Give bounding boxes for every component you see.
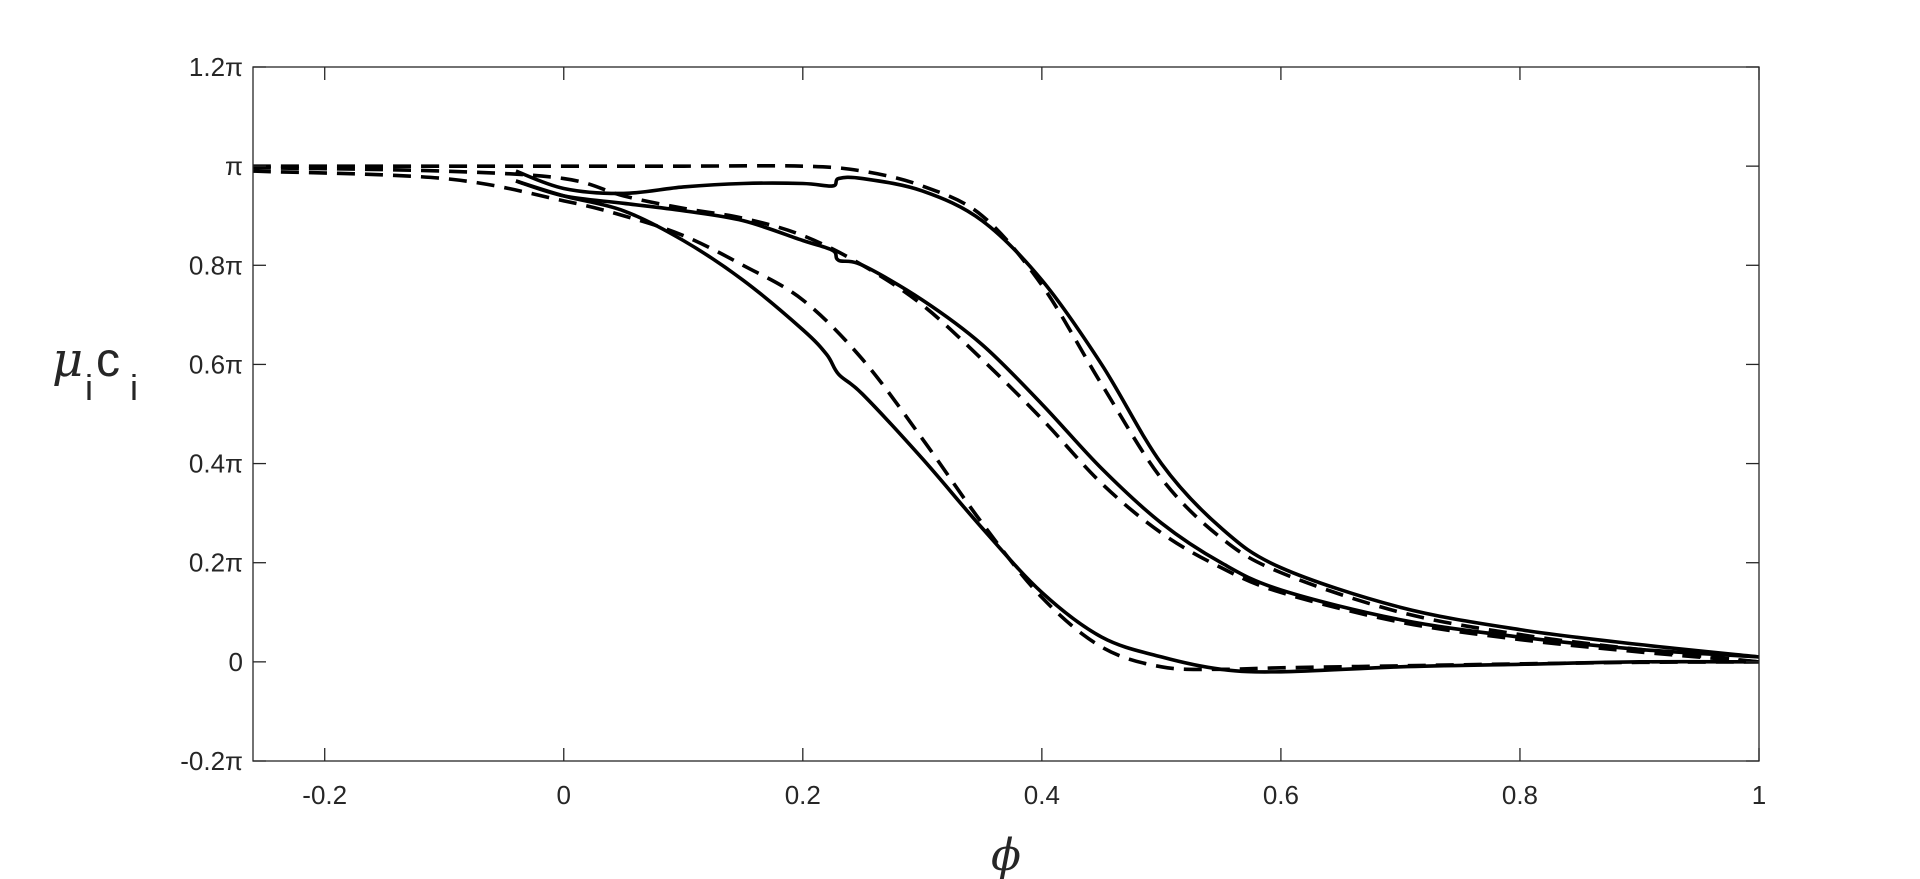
x-axis-label: ϕ [991,830,1021,879]
y-tick-label: 1.2π [189,52,243,82]
y-tick-label: 0.8π [189,250,243,280]
series-line-4-dashed [253,165,1759,664]
tick-layer: -0.2 0 0.2 0.4 0.6 0.8 1 -0.2π 0 0.2π 0.4π 0.6π 0.8π… [180,52,1766,810]
axes-box [252,66,1760,762]
series-line-2-dashed [253,163,1759,664]
x-tick-label: 0.6 [1263,780,1299,810]
series-line-3-solid [515,179,1759,659]
series-line-6-dashed [253,169,1759,672]
series-line-5-solid [515,179,1759,674]
plot-area [253,67,1759,761]
series-layer [253,163,1759,674]
x-tick-label: 0 [557,780,571,810]
y-tick-label: 0 [229,647,243,677]
y-tick-label: -0.2π [180,746,243,776]
y-label-mu-sub: i [85,367,93,408]
y-tick-label: 0.6π [189,349,243,379]
x-tick-label: 0.2 [785,780,821,810]
y-axis-label: μ i c i [52,332,138,408]
x-tick-label: 1 [1752,780,1766,810]
x-tick-label: 0.8 [1502,780,1538,810]
y-tick-label: 0.4π [189,449,243,479]
x-tick-label: -0.2 [302,780,347,810]
y-label-mu: μ [52,332,83,388]
y-label-c-sub: i [130,367,138,408]
x-tick-label: 0.4 [1024,780,1060,810]
y-tick-label: 0.2π [189,548,243,578]
y-label-c: c [96,334,120,387]
y-tick-label: π [225,151,243,181]
